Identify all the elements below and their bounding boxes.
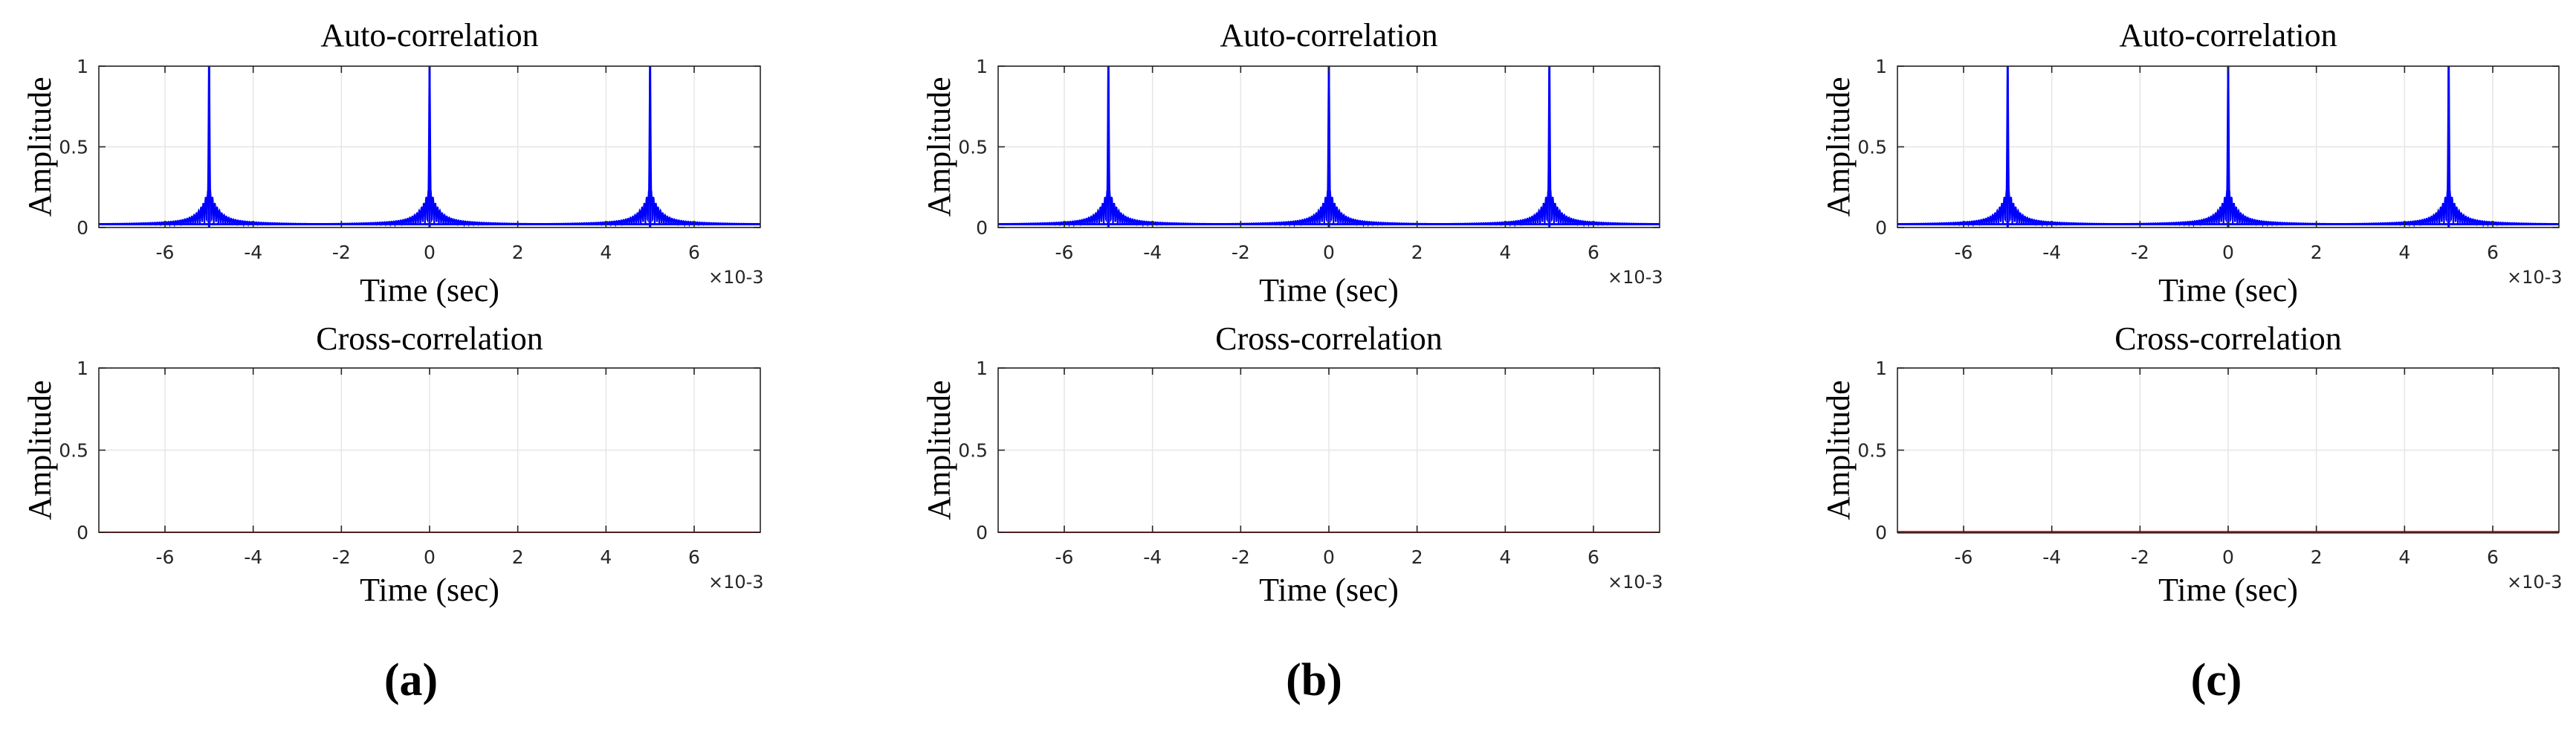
x-axis-label: Time (sec) <box>2158 272 2298 309</box>
panel-label-b-text: (b) <box>1286 655 1342 706</box>
x-tick-label-3: 0 <box>424 546 436 568</box>
x-tick-label-6: 6 <box>2487 546 2499 568</box>
y-tick-label-1: 0.5 <box>958 137 988 158</box>
x-axis-label: Time (sec) <box>360 272 499 309</box>
y-tick-label-0: 0 <box>976 522 988 543</box>
x-tick-label-6: 6 <box>688 242 700 263</box>
x-tick-label-2: -2 <box>332 546 351 568</box>
chart-title: Cross-correlation <box>316 320 543 357</box>
x-tick-label-0: -6 <box>1955 546 1973 568</box>
y-axis-label: Amplitude <box>921 77 957 216</box>
x-exponent-label: ×10-3 <box>2507 572 2563 593</box>
panel-label-a: (a) <box>337 654 485 707</box>
x-exponent-label: ×10-3 <box>2507 267 2563 288</box>
x-tick-label-1: -4 <box>2042 242 2061 263</box>
chart-c-cross: -6 -4 -2 0 2 4 6 0 0.5 1 ×10-3 Cross-correlation Tim… <box>1820 320 2563 608</box>
y-tick-label-2: 1 <box>1875 358 1887 379</box>
x-exponent-label: ×10-3 <box>1608 572 1663 593</box>
y-tick-label-2: 1 <box>77 358 88 379</box>
x-tick-label-4: 2 <box>512 242 524 263</box>
x-tick-label-0: -6 <box>1055 546 1074 568</box>
x-tick-label-0: -6 <box>156 242 175 263</box>
y-tick-label-1: 0.5 <box>59 137 88 158</box>
x-tick-label-3: 0 <box>2222 546 2234 568</box>
x-tick-label-3: 0 <box>424 242 436 263</box>
x-tick-label-1: -4 <box>1143 242 1162 263</box>
y-axis-label: Amplitude <box>22 380 58 520</box>
chart-title: Auto-correlation <box>320 17 538 54</box>
y-axis-label: Amplitude <box>22 77 58 216</box>
x-axis-label: Time (sec) <box>1259 272 1399 309</box>
x-tick-label-2: -2 <box>2131 546 2149 568</box>
x-tick-label-1: -4 <box>244 546 262 568</box>
x-exponent-label: ×10-3 <box>708 572 764 593</box>
y-tick-label-0: 0 <box>976 217 988 239</box>
panel-label-c: (c) <box>2142 654 2291 707</box>
y-tick-label-2: 1 <box>77 56 88 77</box>
x-tick-label-3: 0 <box>2222 242 2234 263</box>
y-tick-label-1: 0.5 <box>958 440 988 462</box>
x-tick-label-1: -4 <box>2042 546 2061 568</box>
chart-title: Cross-correlation <box>1215 320 1442 357</box>
chart-title: Auto-correlation <box>2119 17 2337 54</box>
y-tick-label-1: 0.5 <box>1857 137 1887 158</box>
panel-label-a-text: (a) <box>384 655 438 706</box>
y-tick-label-2: 1 <box>976 358 988 379</box>
chart-b-cross: -6 -4 -2 0 2 4 6 0 0.5 1 ×10-3 Cross-correlation Tim… <box>921 320 1663 608</box>
chart-title: Auto-correlation <box>1220 17 1437 54</box>
x-axis-label: Time (sec) <box>360 572 499 608</box>
y-axis-label: Amplitude <box>921 380 957 520</box>
x-tick-label-2: -2 <box>1232 546 1250 568</box>
y-tick-label-0: 0 <box>77 522 88 543</box>
x-tick-label-6: 6 <box>1588 546 1599 568</box>
x-tick-label-5: 4 <box>1499 546 1511 568</box>
y-axis-label: Amplitude <box>1820 77 1857 216</box>
y-tick-label-0: 0 <box>1875 522 1887 543</box>
chart-c-auto: -6 -4 -2 0 2 4 6 0 0.5 1 ×10-3 Auto-correlation Time… <box>1820 17 2563 309</box>
x-tick-label-2: -2 <box>2131 242 2149 263</box>
x-tick-label-5: 4 <box>600 546 612 568</box>
x-tick-label-3: 0 <box>1323 242 1335 263</box>
x-tick-label-4: 2 <box>512 546 524 568</box>
x-axis-label: Time (sec) <box>1259 572 1399 608</box>
y-tick-label-1: 0.5 <box>59 440 88 462</box>
x-tick-label-1: -4 <box>244 242 262 263</box>
x-tick-label-6: 6 <box>688 546 700 568</box>
x-tick-label-6: 6 <box>2487 242 2499 263</box>
x-exponent-label: ×10-3 <box>708 267 764 288</box>
x-tick-label-6: 6 <box>1588 242 1599 263</box>
x-tick-label-5: 4 <box>600 242 612 263</box>
x-tick-label-0: -6 <box>156 546 175 568</box>
x-tick-label-4: 2 <box>1411 242 1423 263</box>
x-tick-label-5: 4 <box>2398 242 2410 263</box>
y-axis-label: Amplitude <box>1820 380 1857 520</box>
y-tick-label-2: 1 <box>976 56 988 77</box>
chart-b-auto: -6 -4 -2 0 2 4 6 0 0.5 1 ×10-3 Auto-correlation Time… <box>921 17 1663 309</box>
x-tick-label-4: 2 <box>2311 242 2323 263</box>
chart-a-auto: -6 -4 -2 0 2 4 6 0 0.5 1 ×10-3 Auto-correlation Time… <box>22 17 764 309</box>
y-tick-label-0: 0 <box>77 217 88 239</box>
x-exponent-label: ×10-3 <box>1608 267 1663 288</box>
x-tick-label-3: 0 <box>1323 546 1335 568</box>
x-tick-label-4: 2 <box>1411 546 1423 568</box>
chart-title: Cross-correlation <box>2114 320 2341 357</box>
x-tick-label-4: 2 <box>2311 546 2323 568</box>
chart-a-cross: -6 -4 -2 0 2 4 6 0 0.5 1 ×10-3 Cross-correlation Tim… <box>22 320 764 608</box>
x-axis-label: Time (sec) <box>2158 572 2298 608</box>
x-tick-label-5: 4 <box>2398 546 2410 568</box>
x-tick-label-2: -2 <box>332 242 351 263</box>
y-tick-label-2: 1 <box>1875 56 1887 77</box>
x-tick-label-5: 4 <box>1499 242 1511 263</box>
x-tick-label-2: -2 <box>1232 242 1250 263</box>
x-tick-label-0: -6 <box>1955 242 1973 263</box>
x-tick-label-0: -6 <box>1055 242 1074 263</box>
panel-label-c-text: (c) <box>2190 655 2242 706</box>
y-tick-label-1: 0.5 <box>1857 440 1887 462</box>
y-tick-label-0: 0 <box>1875 217 1887 239</box>
panel-label-b: (b) <box>1240 654 1388 707</box>
x-tick-label-1: -4 <box>1143 546 1162 568</box>
